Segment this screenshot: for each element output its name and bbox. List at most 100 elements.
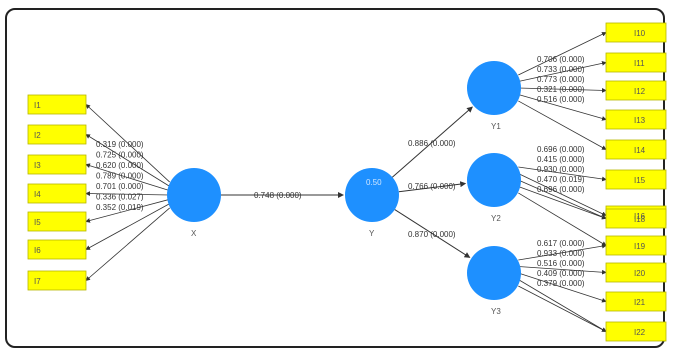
indicator-label: I13 [634, 116, 646, 125]
construct-circle [467, 61, 521, 115]
indicator-label: I1 [34, 101, 41, 110]
indicator-label: I2 [34, 131, 41, 140]
indicator-box [605, 291, 667, 312]
indicator-box [27, 211, 87, 232]
construct-circle [167, 168, 221, 222]
outer-loading-label: 0.696 (0.000) [537, 185, 585, 194]
indicator-box [605, 22, 667, 43]
outer-loading-label: 0.789 (0.000) [96, 172, 144, 181]
outer-loading-label: 0.516 (0.000) [537, 95, 585, 104]
construct-label: Y2 [491, 214, 501, 223]
construct-label: Y1 [491, 122, 501, 131]
indicator-label: I14 [634, 146, 646, 155]
path-arrow-Y-Y1 [391, 106, 473, 178]
outer-loading-label: 0.379 (0.000) [537, 279, 585, 288]
outer-loading-arrow [518, 186, 607, 220]
construct-circle [345, 168, 399, 222]
outer-loading-arrow [518, 272, 607, 303]
outer-loading-label: 0.696 (0.000) [537, 145, 585, 154]
outer-loading-arrow [85, 198, 170, 223]
path-coefficient-label: 0.886 (0.000) [408, 139, 456, 148]
outer-loading-label: 0.933 (0.000) [537, 249, 585, 258]
outer-loading-label: 0.617 (0.000) [537, 239, 585, 248]
indicator-box [27, 154, 87, 175]
indicator-box [27, 270, 87, 291]
outer-loading-arrow [518, 192, 607, 246]
construct-label: Y [369, 229, 375, 238]
outer-loading-arrow [85, 103, 170, 183]
construct-circle [467, 153, 521, 207]
outer-loading-arrow [518, 279, 607, 332]
outer-loading-label: 0.352 (0.019) [96, 203, 144, 212]
indicator-label: I7 [34, 277, 41, 286]
indicator-box [605, 262, 667, 283]
indicator-box [27, 239, 87, 260]
indicator-label: I5 [34, 218, 41, 227]
outer-loading-label: 0.733 (0.000) [537, 65, 585, 74]
indicator-label: I10 [634, 29, 646, 38]
outer-loading-label: 0.620 (0.000) [96, 161, 144, 170]
outer-loading-label: 0.409 (0.000) [537, 269, 585, 278]
outer-loading-arrow [518, 94, 607, 121]
outer-loading-arrow [518, 100, 607, 150]
path-coefficient-label: 0.766 (0.000) [408, 182, 456, 191]
indicator-box [605, 109, 667, 130]
indicator-label: I16 [634, 212, 646, 221]
outer-loading-label: 0.415 (0.000) [537, 155, 585, 164]
indicator-label: I20 [634, 269, 646, 278]
outer-loading-label: 0.701 (0.000) [96, 182, 144, 191]
path-arrow-Y-Y2 [398, 181, 467, 193]
indicator-box [27, 94, 87, 115]
construct-circle [467, 246, 521, 300]
construct-label: Y3 [491, 307, 501, 316]
indicator-box [605, 52, 667, 73]
outer-loading-label: 0.725 (0.000) [96, 151, 144, 160]
outer-loading-arrow [85, 163, 170, 192]
outer-loading-arrow [518, 173, 607, 216]
outer-loading-arrow [518, 266, 607, 275]
outer-loading-arrow [518, 32, 607, 76]
outer-loading-arrow [85, 203, 170, 250]
construct-r2-label: 0.50 [366, 178, 382, 187]
outer-loading-label: 0.321 (0.000) [537, 85, 585, 94]
indicator-box [27, 183, 87, 204]
path-coefficient-label: 0.870 (0.000) [408, 230, 456, 239]
construct-label: X [191, 229, 197, 238]
outer-loading-label: 0.319 (0.000) [96, 140, 144, 149]
outer-loading-arrow [518, 285, 607, 332]
outer-loading-label: 0.706 (0.000) [537, 55, 585, 64]
indicator-label: I18 [634, 215, 646, 224]
indicator-box [605, 169, 667, 190]
indicator-label: I15 [634, 176, 646, 185]
outer-loading-label: 0.930 (0.000) [537, 165, 585, 174]
indicator-label: I11 [634, 59, 645, 68]
outer-loading-arrow [518, 166, 607, 182]
outer-loading-label: 0.470 (0.019) [537, 175, 585, 184]
indicator-label: I4 [34, 190, 41, 199]
outer-loading-arrow [518, 179, 607, 220]
outer-loading-arrow [85, 191, 170, 196]
indicator-box [605, 80, 667, 101]
outer-loading-arrow [85, 207, 170, 282]
indicator-box [605, 139, 667, 160]
outer-loading-arrow [85, 134, 170, 187]
outer-loading-label: 0.336 (0.027) [96, 193, 144, 202]
indicator-label: I19 [634, 242, 646, 251]
indicator-label: I3 [34, 161, 41, 170]
path-arrow-Y-Y3 [394, 209, 471, 258]
indicator-label: I22 [634, 328, 646, 337]
outer-loading-arrow [518, 87, 607, 93]
outer-loading-label: 0.773 (0.000) [537, 75, 585, 84]
path-coefficient-label: 0.748 (0.000) [254, 191, 302, 200]
outer-loading-label: 0.516 (0.000) [537, 259, 585, 268]
outer-loading-arrow [518, 61, 607, 82]
indicator-label: I21 [634, 298, 646, 307]
indicator-box [605, 208, 667, 229]
indicator-label: I12 [634, 87, 646, 96]
indicator-box [605, 321, 667, 342]
indicator-label: I6 [34, 246, 41, 255]
indicator-box [605, 235, 667, 256]
indicator-box [27, 124, 87, 145]
outer-loading-arrow [518, 243, 607, 261]
